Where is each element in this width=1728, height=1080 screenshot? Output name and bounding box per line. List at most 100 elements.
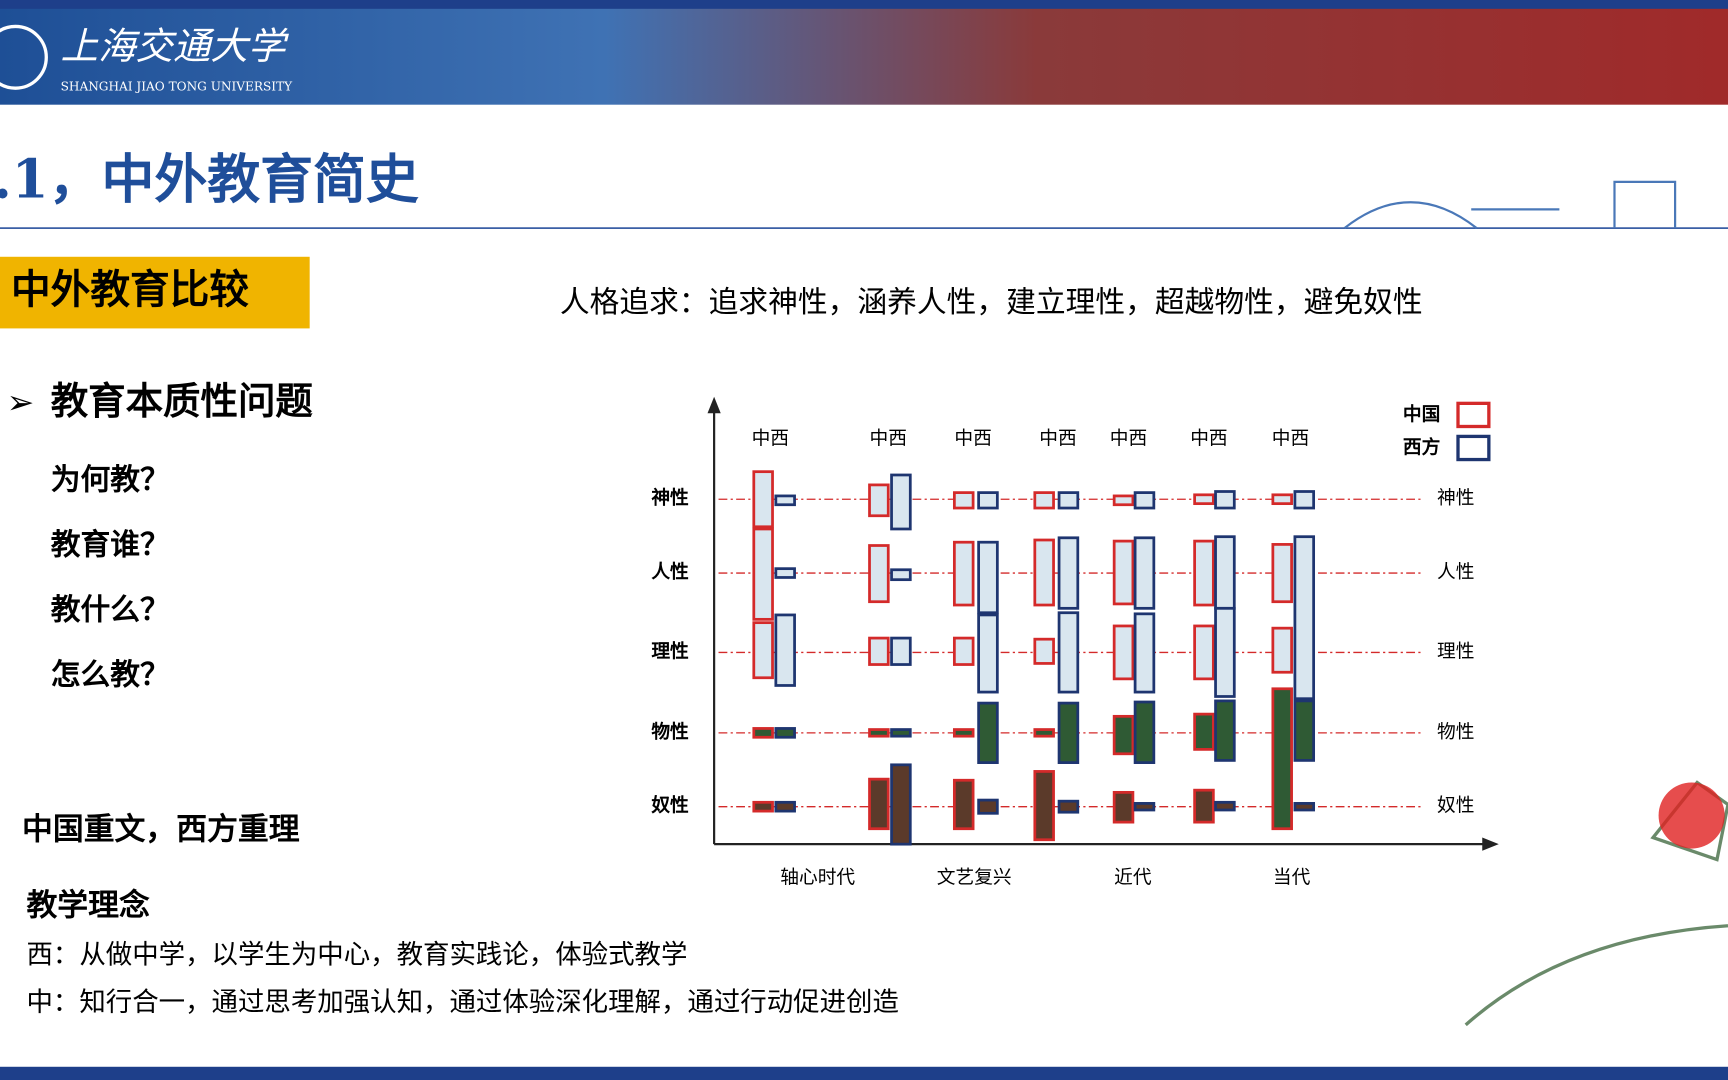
level-box xyxy=(752,470,774,529)
x-arrow xyxy=(1482,837,1499,851)
row-label: 奴性 xyxy=(650,795,689,817)
level-box xyxy=(1057,491,1080,510)
bullet-arrow: ➢ xyxy=(7,382,35,421)
level-box xyxy=(1033,538,1055,607)
column-label: 中西 xyxy=(1272,429,1309,450)
level-box xyxy=(1033,491,1055,510)
column-label: 中西 xyxy=(870,429,907,450)
level-box xyxy=(1271,626,1293,674)
level-box xyxy=(977,798,999,815)
row-label-right: 理性 xyxy=(1437,641,1474,662)
level-box xyxy=(1193,788,1215,824)
legend-label: 西方 xyxy=(1403,437,1440,459)
level-box xyxy=(1057,799,1080,814)
level-box xyxy=(1057,536,1080,610)
legend-label: 中国 xyxy=(1403,403,1440,425)
row-label-right: 奴性 xyxy=(1437,796,1474,817)
slide-title: .1，中外教育简史 xyxy=(0,149,419,211)
level-box xyxy=(1033,637,1055,665)
level-box xyxy=(868,483,890,518)
level-box xyxy=(1193,539,1215,607)
level-box xyxy=(1293,535,1316,701)
teaching-line: 西：从做中学，以学生为中心，教育实践论，体验式教学 xyxy=(26,940,687,971)
footer-bar xyxy=(0,1066,1728,1080)
row-label: 理性 xyxy=(651,640,689,662)
legend-swatch xyxy=(1456,434,1491,462)
level-box xyxy=(1193,712,1215,751)
level-box xyxy=(890,728,912,738)
header-strip xyxy=(0,0,1728,9)
level-box xyxy=(1193,493,1215,506)
level-box xyxy=(1112,494,1135,507)
note: 中国重文，西方重理 xyxy=(22,811,300,847)
column-label: 中西 xyxy=(752,429,789,450)
header-banner xyxy=(0,0,1728,105)
university-name-en: SHANGHAI JIAO TONG UNIVERSITY xyxy=(61,80,294,94)
row-label-right: 物性 xyxy=(1437,722,1474,743)
column-label: 中西 xyxy=(1110,429,1147,450)
level-box xyxy=(952,540,975,607)
subtitle: 人格追求：追求神性，涵养人性，建立理性，超越物性，避免奴性 xyxy=(560,285,1423,320)
level-box xyxy=(774,800,796,813)
logo xyxy=(0,24,48,90)
row-label: 物性 xyxy=(651,721,689,743)
level-box xyxy=(977,701,999,764)
level-box xyxy=(752,727,774,739)
level-box xyxy=(1214,800,1236,812)
level-box xyxy=(1112,539,1135,606)
legend-swatch xyxy=(1456,401,1491,429)
level-box xyxy=(1057,701,1080,764)
level-box xyxy=(1112,714,1135,756)
level-box xyxy=(1133,491,1156,510)
level-box xyxy=(977,613,999,694)
level-box xyxy=(1271,493,1293,506)
level-box xyxy=(890,568,912,582)
level-box xyxy=(890,473,912,531)
level-box xyxy=(868,636,890,666)
campus-outline xyxy=(1343,180,1677,229)
level-box xyxy=(868,777,890,831)
level-box xyxy=(1271,687,1293,831)
level-box xyxy=(952,491,975,510)
university-name: 上海交通大学 xyxy=(61,24,290,68)
question: 怎么教？ xyxy=(51,658,170,693)
question: 教什么？ xyxy=(51,593,170,628)
level-box xyxy=(1293,802,1316,812)
level-box xyxy=(868,728,890,738)
row-label-right: 人性 xyxy=(1437,562,1474,583)
column-label: 中西 xyxy=(1190,429,1227,450)
level-box xyxy=(868,544,890,604)
level-box xyxy=(952,728,975,738)
level-box xyxy=(752,621,774,680)
level-box xyxy=(1271,543,1293,604)
level-box xyxy=(1112,624,1135,681)
level-box xyxy=(1214,699,1236,762)
level-box xyxy=(752,800,774,813)
question: 教育谁？ xyxy=(51,528,170,563)
level-box xyxy=(977,491,999,510)
level-box xyxy=(774,727,796,739)
level-box xyxy=(1214,606,1236,698)
level-box xyxy=(774,494,796,507)
column-label: 中西 xyxy=(954,429,991,450)
row-label: 人性 xyxy=(651,561,689,583)
level-box xyxy=(1214,490,1236,510)
era-label: 近代 xyxy=(1114,867,1152,888)
teaching-heading: 教学理念 xyxy=(26,887,150,923)
bullet-heading: 教育本质性问题 xyxy=(51,379,314,423)
level-box xyxy=(890,763,912,846)
level-box xyxy=(1293,699,1316,762)
level-box xyxy=(1033,770,1055,842)
era-label: 当代 xyxy=(1273,867,1311,888)
level-box xyxy=(1112,790,1135,824)
level-box xyxy=(1133,536,1156,610)
y-arrow xyxy=(707,396,721,414)
teaching-line: 中：知行合一，通过思考加强认知，通过体验深化理解，通过行动促进创造 xyxy=(26,987,898,1018)
level-box xyxy=(1057,611,1080,694)
level-box xyxy=(1133,700,1156,764)
question: 为何教？ xyxy=(51,463,170,498)
row-label-right: 神性 xyxy=(1437,488,1474,509)
section-box xyxy=(0,256,310,329)
row-label: 神性 xyxy=(651,487,689,509)
